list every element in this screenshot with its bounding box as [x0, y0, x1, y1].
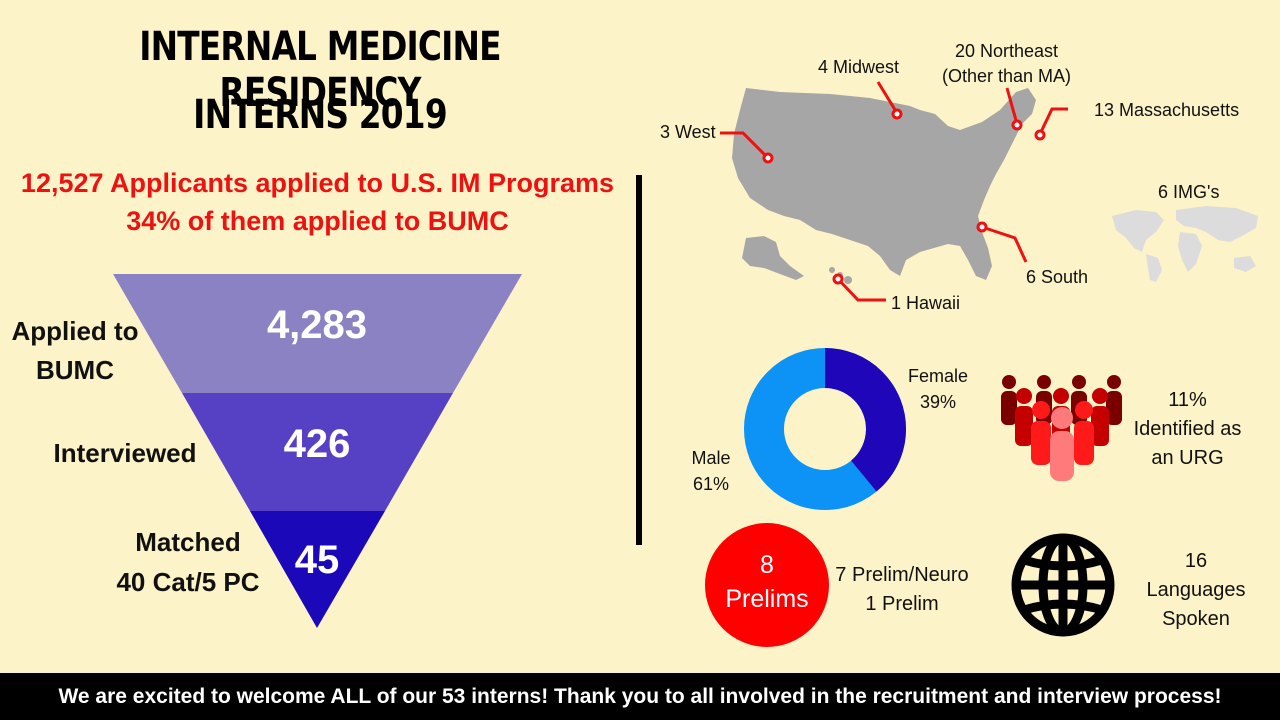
marker-line-west [720, 131, 770, 160]
prelims-detail-prelim: 1 Prelim [865, 593, 939, 615]
marker-midwest [891, 108, 903, 120]
funnel-label-interviewed: Interviewed [53, 438, 197, 468]
prelims-label: Prelims [725, 585, 809, 613]
urg-line3: an URG [1151, 447, 1224, 469]
marker-line-hawaii [836, 277, 886, 302]
urg-pct: 11% [1168, 389, 1207, 411]
label-northeast-note: (Other than MA) [942, 66, 1072, 86]
label-massachusetts: 13 Massachusetts [1094, 100, 1240, 120]
marker-line-south [981, 225, 1028, 263]
world-map-icon [1112, 206, 1258, 282]
marker-west [762, 152, 774, 164]
headline-bumc-share: 34% of them applied to BUMC [126, 206, 509, 236]
urg-line2: Identified as [1133, 418, 1242, 440]
prelims-count: 8 [760, 551, 774, 579]
page-title-line2: INTERNS 2019 [193, 92, 447, 138]
funnel-stage-applied [113, 274, 522, 393]
gender-donut-chart [744, 348, 906, 510]
label-northeast: 20 Northeast [955, 41, 1059, 61]
funnel-stage-interviewed [182, 393, 453, 511]
label-south: 6 South [1026, 267, 1089, 287]
funnel-value-applied: 4,283 [266, 303, 368, 347]
marker-line-northeast [1005, 87, 1019, 125]
vertical-divider [636, 175, 642, 545]
funnel-stage-matched [250, 511, 385, 628]
female-pct: 39% [919, 392, 957, 412]
marker-hawaii [832, 273, 844, 285]
languages-line2: Languages [1146, 579, 1246, 601]
donut-slice-female [744, 348, 906, 510]
headline-applicants: 12,527 Applicants applied to U.S. IM Pro… [20, 168, 615, 198]
us-map-icon [732, 88, 1036, 284]
marker-northeast [1011, 119, 1023, 131]
globe-icon [1011, 533, 1115, 637]
funnel-label-applied: Applied to BUMC [11, 316, 139, 385]
funnel-value-interviewed: 426 [283, 422, 351, 466]
funnel-value-matched: 45 [294, 538, 340, 582]
male-pct: 61% [692, 474, 730, 494]
label-imgs: 6 IMG's [1158, 182, 1220, 202]
funnel-chart [113, 274, 522, 628]
female-label: Female [907, 366, 969, 386]
label-hawaii: 1 Hawaii [891, 293, 961, 313]
label-west: 3 West [660, 122, 716, 142]
languages-line3: Spoken [1162, 608, 1230, 630]
group-of-people-icon [1001, 375, 1122, 481]
prelims-detail-neuro: 7 Prelim/Neuro [835, 564, 969, 586]
funnel-label-matched: Matched [135, 527, 241, 557]
marker-line-massachusetts [1038, 107, 1068, 135]
funnel-label-matched-breakdown: 40 Cat/5 PC [116, 567, 260, 597]
prelims-circle: 8 Prelims [705, 523, 829, 647]
languages-count: 16 [1184, 550, 1208, 572]
map-markers [720, 81, 1068, 302]
male-label: Male [691, 448, 731, 468]
marker-south [976, 221, 988, 233]
marker-massachusetts [1034, 129, 1046, 141]
label-midwest: 4 Midwest [818, 57, 900, 77]
footer-banner: We are excited to welcome ALL of our 53 … [0, 673, 1280, 720]
marker-line-midwest [876, 81, 899, 114]
page-title-line1: INTERNAL MEDICINE RESIDENCY [139, 24, 501, 116]
